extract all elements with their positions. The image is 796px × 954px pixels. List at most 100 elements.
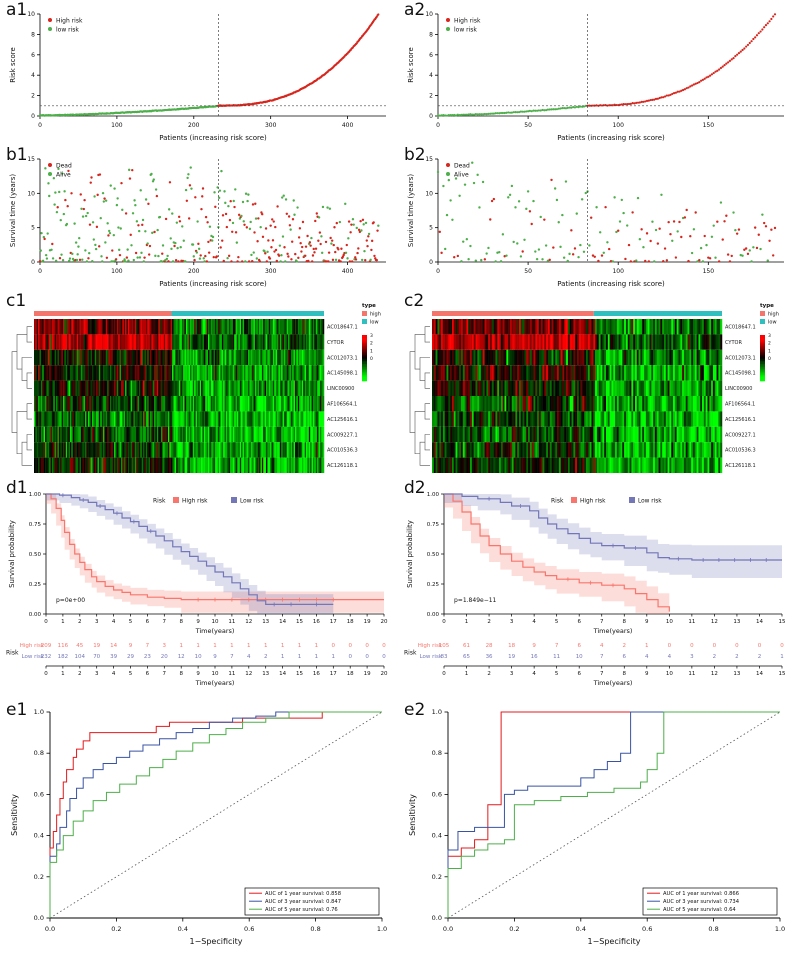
svg-text:150: 150 — [703, 268, 715, 275]
confidence-band — [46, 494, 384, 613]
panel-c2: c2 AC018647.1 CYTOR AC012073.1 AC145098.1 LI… — [402, 291, 794, 479]
svg-text:8: 8 — [429, 31, 433, 38]
diagonal-reference — [49, 711, 383, 919]
panel-label-b2: b2 — [404, 145, 426, 165]
axes: 0 1 2 3 4 5 6 7 8 9 10 11 12 13 14 150.000.250.500.751.… — [406, 492, 786, 635]
panel-b1: b1 0 100 200 300 400 0 5 10 15 Patients (increasi… — [4, 145, 396, 292]
survival-scatter-chart-b2: 0 50 100 150 0 5 10 15 Patients (increasing risk… — [407, 156, 784, 288]
svg-text:CYTOR: CYTOR — [327, 340, 344, 346]
panel-label-d1: d1 — [6, 478, 28, 498]
svg-text:6: 6 — [31, 52, 35, 59]
svg-text:0: 0 — [436, 122, 440, 129]
svg-text:4: 4 — [31, 72, 35, 79]
svg-text:AF106564.1: AF106564.1 — [327, 402, 357, 408]
svg-text:150: 150 — [703, 122, 715, 129]
svg-text:10: 10 — [27, 190, 35, 197]
svg-text:50: 50 — [524, 268, 532, 275]
svg-text:low: low — [370, 320, 379, 326]
svg-text:15: 15 — [27, 156, 35, 163]
svg-text:AC145098.1: AC145098.1 — [327, 371, 358, 377]
panel-label-c2: c2 — [404, 291, 425, 311]
svg-text:type: type — [362, 303, 376, 309]
roc-curve — [49, 711, 382, 918]
svg-text:AC018647.1: AC018647.1 — [327, 325, 358, 331]
diagonal-reference — [447, 711, 781, 919]
svg-text:100: 100 — [612, 122, 624, 129]
svg-text:Dead: Dead — [56, 163, 72, 170]
axes: 0 100 200 300 400 0 2 4 6 8 10 Patients (increasing… — [9, 11, 386, 142]
panel-e2: e2 0.0 0.0 0.2 0.2 0.4 0.4 0.6 0.6 0.8 0.8 1.0 1.0 1… — [402, 700, 794, 952]
svg-text:400: 400 — [342, 122, 354, 129]
svg-text:10: 10 — [27, 11, 35, 18]
panel-label-c1: c1 — [6, 291, 27, 311]
legend: Dead Alive — [446, 163, 470, 179]
km-curve — [46, 493, 334, 605]
svg-text:3: 3 — [370, 333, 373, 339]
svg-text:Alive: Alive — [56, 172, 71, 179]
svg-text:Patients (increasing risk scor: Patients (increasing risk score) — [557, 134, 665, 142]
svg-text:AC010536.3: AC010536.3 — [327, 448, 358, 454]
svg-text:2: 2 — [31, 93, 35, 100]
svg-text:high: high — [370, 312, 381, 318]
svg-text:2: 2 — [429, 93, 433, 100]
survival-scatter-chart-b1: 0 100 200 300 400 0 5 10 15 Patients (increasing … — [9, 156, 386, 288]
km-curve — [444, 493, 670, 612]
expression-heatmap-c2: AC018647.1CYTORAC012073.1AC145098.1LINC0… — [409, 303, 779, 473]
svg-text:Dead: Dead — [454, 163, 470, 170]
svg-text:low risk: low risk — [56, 27, 79, 34]
heatmap-cells — [432, 319, 723, 473]
svg-text:Patients (increasing risk scor: Patients (increasing risk score) — [159, 280, 267, 288]
risk-score-chart-a2: 0 50 100 150 0 2 4 6 8 10 Patients (increasing ris… — [407, 11, 784, 142]
annotation-high — [34, 311, 172, 316]
svg-text:50: 50 — [524, 122, 532, 129]
km-legend: Risk High risk Low risk — [551, 497, 662, 505]
svg-text:AC009227.1: AC009227.1 — [327, 432, 358, 438]
roc-curve — [447, 711, 780, 918]
panel-label-e2: e2 — [404, 700, 426, 720]
svg-text:0: 0 — [38, 268, 42, 275]
annotation-low — [171, 311, 324, 316]
km-curve — [444, 493, 782, 561]
svg-text:0: 0 — [31, 259, 35, 266]
panel-e1: e1 0.0 0.0 0.2 0.2 0.4 0.4 0.6 0.6 0.8 0.8 1.0 1.0 1… — [4, 700, 396, 952]
risk-points — [38, 13, 380, 117]
svg-text:AC126118.1: AC126118.1 — [327, 463, 358, 469]
survival-points — [38, 166, 380, 263]
svg-text:Patients (increasing risk scor: Patients (increasing risk score) — [557, 280, 665, 288]
risk-score-chart-a1: 0 100 200 300 400 0 2 4 6 8 10 Patients (increasing… — [9, 11, 386, 142]
svg-text:High risk: High risk — [56, 18, 83, 25]
svg-text:1: 1 — [370, 348, 373, 354]
svg-text:8: 8 — [31, 31, 35, 38]
svg-text:6: 6 — [429, 52, 433, 59]
svg-text:4: 4 — [429, 72, 433, 79]
svg-text:10: 10 — [425, 190, 433, 197]
svg-text:2: 2 — [370, 341, 373, 347]
svg-text:10: 10 — [425, 11, 433, 18]
svg-text:Survival time (years): Survival time (years) — [9, 174, 17, 247]
dendrogram — [11, 326, 32, 466]
annotation-high — [432, 311, 594, 316]
kaplan-meier-chart-d1: 0 1 2 3 4 5 6 7 8 9 10 11 12 13 14 15 16 17 18 19 200.000.25… — [6, 492, 388, 687]
confidence-band — [444, 494, 782, 578]
kaplan-meier-chart-d2: 0 1 2 3 4 5 6 7 8 9 10 11 12 13 14 150.000.250.500.751.… — [404, 492, 786, 687]
axes: 0 50 100 150 0 2 4 6 8 10 Patients (increasing ris… — [407, 11, 784, 142]
panel-label-a1: a1 — [6, 0, 28, 20]
roc-curve-chart-e1: 0.00.00.20.20.40.40.60.60.80.81.01.01−Sp… — [10, 708, 387, 946]
svg-text:LINC00900: LINC00900 — [327, 386, 354, 392]
svg-text:AC012073.1: AC012073.1 — [327, 355, 358, 361]
svg-text:low risk: low risk — [454, 27, 477, 34]
svg-text:200: 200 — [188, 268, 200, 275]
panel-b2: b2 0 50 100 150 0 5 10 15 Patients (increasing r… — [402, 145, 794, 292]
svg-text:5: 5 — [429, 225, 433, 232]
axes: 0 1 2 3 4 5 6 7 8 9 10 11 12 13 14 15 16 17 18 19 200.000.25… — [8, 492, 388, 635]
panel-c1: c1 AC018647.1 CYTOR AC012073.1 AC145098.1 LI… — [4, 291, 396, 479]
km-legend: Risk High risk Low risk — [153, 497, 264, 505]
svg-text:Risk score: Risk score — [9, 47, 17, 83]
axes: 0 100 200 300 400 0 5 10 15 Patients (increasing … — [9, 156, 386, 288]
svg-text:0: 0 — [370, 356, 373, 362]
svg-text:100: 100 — [111, 268, 123, 275]
roc-curve — [49, 711, 382, 918]
svg-text:0: 0 — [38, 122, 42, 129]
expression-heatmap-c1: AC018647.1 CYTOR AC012073.1 AC145098.1 LINC0… — [11, 303, 381, 473]
